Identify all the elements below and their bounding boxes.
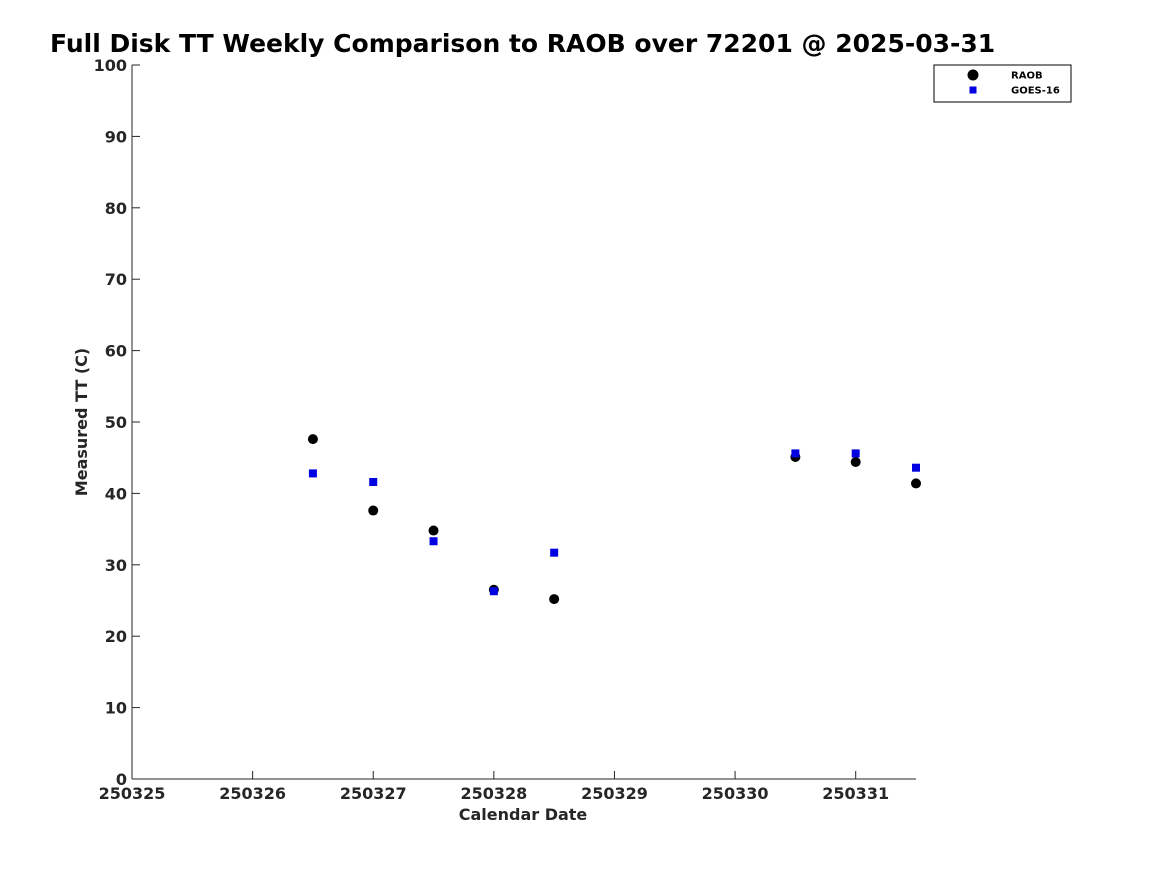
goes16-point	[489, 587, 498, 596]
goes16-point	[429, 537, 438, 546]
chart-title: Full Disk TT Weekly Comparison to RAOB o…	[50, 29, 995, 58]
series-goes-16	[308, 449, 920, 596]
legend-marker-goes16	[969, 86, 977, 94]
y-tick-label: 60	[105, 342, 127, 361]
goes16-point	[791, 449, 800, 458]
legend-label-raob: RAOB	[1011, 71, 1043, 82]
goes16-point	[308, 469, 317, 478]
y-tick-label: 0	[116, 770, 127, 789]
y-tick-label: 50	[105, 413, 127, 432]
y-tick-label: 70	[105, 270, 127, 289]
y-axis-label: Measured TT (C)	[72, 348, 91, 496]
series-raob	[307, 434, 921, 605]
x-tick-label: 250326	[219, 784, 286, 803]
y-tick-label: 30	[105, 556, 127, 575]
x-tick-label: 250330	[702, 784, 769, 803]
legend: RAOB GOES-16	[933, 64, 1072, 103]
legend-box	[933, 64, 1072, 103]
y-tick-label: 100	[94, 56, 127, 75]
x-tick-label: 250331	[822, 784, 889, 803]
y-tick-label: 40	[105, 484, 127, 503]
y-ticks: 0 10 20 30 40 50 60 70 80 90 100	[94, 56, 140, 789]
axes	[131, 65, 916, 780]
goes16-point	[851, 449, 860, 458]
goes16-point	[550, 548, 559, 557]
goes16-point	[912, 463, 920, 472]
x-tick-label: 250325	[99, 784, 166, 803]
legend-marker-raob	[967, 69, 979, 81]
raob-point	[307, 434, 318, 445]
raob-point	[549, 594, 560, 605]
raob-point	[911, 478, 921, 489]
raob-point	[368, 505, 379, 516]
goes16-point	[369, 477, 378, 486]
plot-points	[307, 434, 921, 605]
x-tick-label: 250328	[460, 784, 527, 803]
legend-label-goes16: GOES-16	[1011, 86, 1060, 97]
y-tick-label: 20	[105, 627, 127, 646]
x-ticks: 250325 250326 250327 250328 250329 250330 2503…	[99, 771, 889, 803]
x-tick-label: 250329	[581, 784, 648, 803]
y-tick-label: 80	[105, 199, 127, 218]
raob-point	[428, 525, 439, 536]
y-tick-label: 90	[105, 127, 127, 146]
raob-point	[850, 456, 861, 467]
x-tick-label: 250327	[340, 784, 407, 803]
x-axis-label: Calendar Date	[459, 805, 588, 824]
y-tick-label: 10	[105, 699, 127, 718]
